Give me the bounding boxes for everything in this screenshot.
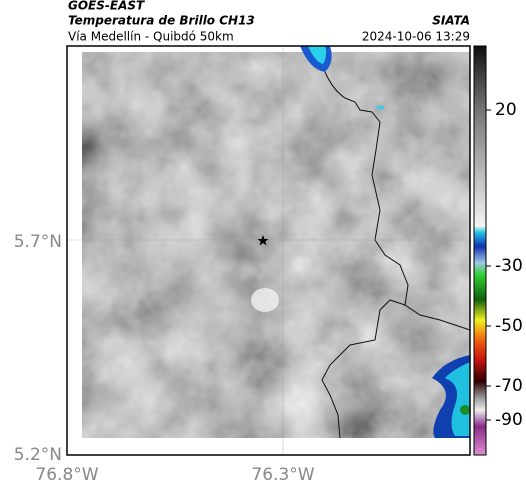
cold-top-core (308, 46, 327, 64)
satellite-image (82, 46, 470, 438)
lon-tick-label: 76.3°W (251, 465, 314, 485)
source: GOES-EAST (68, 0, 145, 13)
colorbar (473, 45, 487, 456)
lat-tick-label: 5.2°N (14, 445, 62, 465)
cold-top-core (445, 362, 470, 436)
colorbar-tick-label: -70 (495, 376, 523, 396)
colorbar-tick-label: -50 (495, 316, 523, 336)
timestamp: 2024-10-06 13:29 (362, 30, 470, 44)
colorbar-tick-label: -90 (495, 410, 523, 430)
region: Vía Medellín - Quibdó 50km (68, 30, 234, 44)
colorbar-tick-label: -30 (495, 256, 523, 276)
cloud-field (82, 52, 470, 438)
colorbar-ticks: 20 -30 -50 -70 -90 (486, 100, 523, 430)
colorbar-tick-label: 20 (495, 100, 517, 120)
boundary (324, 71, 471, 331)
bright-cloud (251, 288, 279, 312)
lat-tick-label: 5.7°N (14, 232, 62, 252)
product: Temperatura de Brillo CH13 (68, 14, 255, 28)
agency: SIATA (432, 14, 470, 28)
lon-tick-label: 76.8°W (35, 465, 98, 485)
boundary (321, 299, 406, 439)
cold-pixel (377, 106, 384, 109)
cold-top-core (460, 405, 470, 415)
location-marker (257, 235, 269, 246)
map-frame (66, 45, 471, 456)
